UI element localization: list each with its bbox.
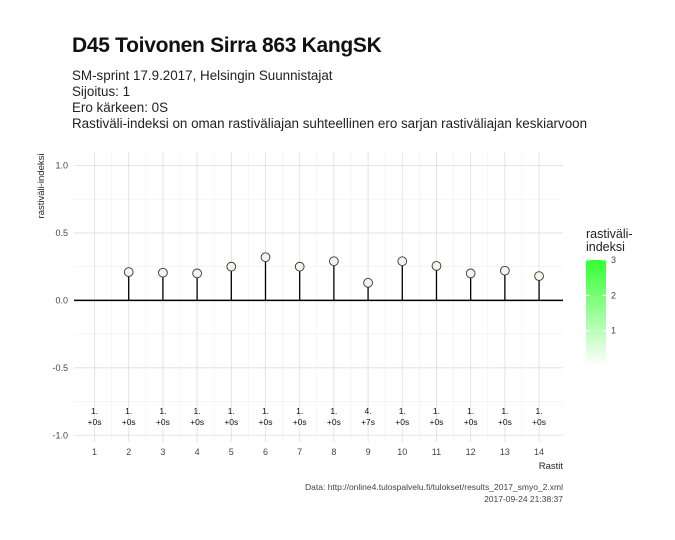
annotation-rank-10: 1. <box>399 406 406 416</box>
x-tick-label-3: 3 <box>160 447 165 457</box>
legend-colorbar <box>586 260 606 366</box>
point-3 <box>158 267 168 278</box>
legend-title: rastiväli- indeksi <box>586 228 633 254</box>
annotation-diff-13: +0s <box>498 417 512 427</box>
x-tick-label-9: 9 <box>366 447 371 457</box>
points <box>123 252 544 288</box>
x-tick-label-10: 10 <box>397 447 407 457</box>
x-tick-label-1: 1 <box>92 447 97 457</box>
point-14 <box>534 271 544 281</box>
plot-grid <box>74 152 563 442</box>
x-tick-label-8: 8 <box>331 447 336 457</box>
x-tick-label-4: 4 <box>195 447 200 457</box>
point-4 <box>192 268 202 279</box>
annotation-rank-8: 1. <box>330 406 337 416</box>
annotation-diff-7: +0s <box>293 417 307 427</box>
point-13 <box>500 265 510 276</box>
legend-tick-label: 1 <box>611 326 616 336</box>
x-axis-label: Rastit <box>539 461 564 472</box>
chart-subtitle: SM-sprint 17.9.2017, Helsingin Suunnista… <box>72 68 587 132</box>
x-tick-label-13: 13 <box>500 447 510 457</box>
annotation-rank-12: 1. <box>467 406 474 416</box>
legend-title-line-1: rastiväli- <box>586 227 633 241</box>
annotation-diff-4: +0s <box>190 417 204 427</box>
y-axis-ticks: 1.0 0.5 0.0 -0.5 -1.0 <box>52 160 68 440</box>
legend-title-line-2: indeksi <box>586 240 625 254</box>
annotation-diff-8: +0s <box>327 417 341 427</box>
annotation-rank-5: 1. <box>228 406 235 416</box>
annotation-rank-7: 1. <box>296 406 303 416</box>
subtitle-line-gap: Ero kärkeen: 0S <box>72 100 169 115</box>
annotation-rank-9: 4. <box>365 406 372 416</box>
y-tick-label: -1.0 <box>52 430 68 440</box>
annotation-rank-1: 1. <box>91 406 98 416</box>
point-2 <box>123 267 134 277</box>
subtitle-line-event: SM-sprint 17.9.2017, Helsingin Suunnista… <box>72 68 333 83</box>
x-tick-label-6: 6 <box>263 447 268 457</box>
annotation-diff-9: +7s <box>361 417 375 427</box>
annotation-diff-2: +0s <box>122 417 136 427</box>
subtitle-line-placement: Sijoitus: 1 <box>72 84 131 99</box>
x-tick-label-11: 11 <box>432 447 441 457</box>
point-6 <box>260 252 271 263</box>
timestamp-caption: 2017-09-24 21:38:37 <box>484 494 563 504</box>
point-7 <box>294 261 305 272</box>
annotation-diff-11: +0s <box>429 417 443 427</box>
annotation-diff-5: +0s <box>224 417 238 427</box>
x-tick-label-7: 7 <box>297 447 302 457</box>
annotations: 1.+0s1.+0s1.+0s1.+0s1.+0s1.+0s1.+0s1.+0s… <box>88 406 546 427</box>
legend-ticks: 1 2 3 <box>586 255 616 336</box>
y-tick-label: -0.5 <box>52 363 68 373</box>
annotation-rank-2: 1. <box>125 406 132 416</box>
y-axis-label: rastiväli-indeksi <box>36 154 47 219</box>
x-axis-ticks: 1 2 3 4 5 6 7 8 9 10 11 12 13 14 <box>92 447 544 457</box>
point-10 <box>397 256 408 267</box>
y-tick-label: 0.0 <box>55 295 68 305</box>
point-12 <box>465 268 476 279</box>
annotation-diff-1: +0s <box>88 417 102 427</box>
annotation-diff-10: +0s <box>395 417 409 427</box>
annotation-rank-11: 1. <box>433 406 440 416</box>
annotation-diff-3: +0s <box>156 417 170 427</box>
point-9 <box>363 277 373 288</box>
x-tick-label-2: 2 <box>126 447 131 457</box>
x-tick-label-5: 5 <box>229 447 234 457</box>
annotation-rank-6: 1. <box>262 406 269 416</box>
point-5 <box>226 261 237 272</box>
annotation-rank-3: 1. <box>159 406 166 416</box>
x-tick-label-14: 14 <box>534 447 544 457</box>
annotation-rank-4: 1. <box>194 406 201 416</box>
annotation-diff-12: +0s <box>464 417 478 427</box>
y-tick-label: 1.0 <box>55 160 68 170</box>
annotation-rank-13: 1. <box>501 406 508 416</box>
y-tick-label: 0.5 <box>55 228 68 238</box>
point-8 <box>329 256 339 267</box>
chart-title: D45 Toivonen Sirra 863 KangSK <box>72 34 382 57</box>
legend-tick-label: 2 <box>611 290 616 300</box>
legend-tick-label: 3 <box>611 255 616 265</box>
annotation-diff-6: +0s <box>259 417 273 427</box>
x-tick-label-12: 12 <box>466 447 476 457</box>
point-11 <box>431 261 442 271</box>
annotation-rank-14: 1. <box>536 406 543 416</box>
data-source-caption: Data: http://online4.tulospalvelu.fi/tul… <box>305 482 563 492</box>
annotation-diff-14: +0s <box>532 417 546 427</box>
subtitle-line-description: Rastiväli-indeksi on oman rastiväliajan … <box>72 116 588 131</box>
